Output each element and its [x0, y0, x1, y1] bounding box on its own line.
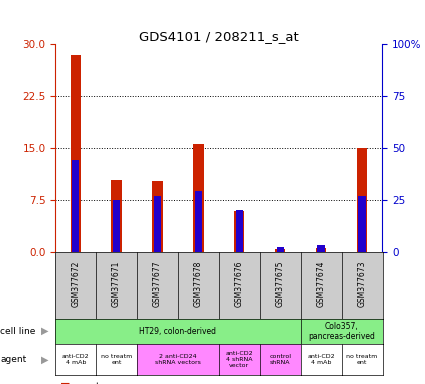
Text: no treatm
ent: no treatm ent: [346, 354, 378, 365]
Text: GSM377676: GSM377676: [235, 260, 244, 307]
Bar: [195, 191, 202, 252]
Text: cell line: cell line: [0, 327, 36, 336]
Text: GSM377678: GSM377678: [194, 261, 203, 307]
Text: Colo357,
pancreas-derived: Colo357, pancreas-derived: [308, 321, 375, 341]
Text: anti-CD2
4 mAb: anti-CD2 4 mAb: [307, 354, 335, 365]
Text: GSM377671: GSM377671: [112, 261, 121, 307]
Bar: [357, 148, 367, 252]
Text: HT29, colon-derived: HT29, colon-derived: [139, 327, 216, 336]
Bar: [234, 212, 244, 252]
Bar: [358, 195, 366, 252]
Text: agent: agent: [0, 355, 27, 364]
Title: GDS4101 / 208211_s_at: GDS4101 / 208211_s_at: [139, 30, 299, 43]
Text: no treatm
ent: no treatm ent: [101, 354, 132, 365]
Text: ▶: ▶: [41, 326, 49, 336]
Text: ▶: ▶: [41, 354, 49, 364]
Text: GSM377672: GSM377672: [71, 261, 80, 307]
Bar: [193, 144, 204, 252]
Bar: [154, 195, 161, 252]
Bar: [316, 248, 326, 252]
Text: ■: ■: [60, 382, 70, 384]
Bar: [277, 247, 284, 252]
Bar: [72, 160, 79, 252]
Bar: [111, 180, 122, 252]
Bar: [113, 200, 120, 252]
Text: anti-CD2
4 mAb: anti-CD2 4 mAb: [62, 354, 90, 365]
Bar: [275, 250, 285, 252]
Text: GSM377673: GSM377673: [357, 260, 366, 307]
Text: GSM377677: GSM377677: [153, 260, 162, 307]
Text: GSM377675: GSM377675: [276, 260, 285, 307]
Bar: [71, 55, 81, 252]
Bar: [317, 245, 325, 252]
Text: GSM377674: GSM377674: [317, 260, 326, 307]
Text: control
shRNA: control shRNA: [269, 354, 291, 365]
Text: count: count: [74, 382, 100, 384]
Bar: [153, 181, 163, 252]
Text: anti-CD2
4 shRNA
vector: anti-CD2 4 shRNA vector: [226, 351, 253, 368]
Text: 2 anti-CD24
shRNA vectors: 2 anti-CD24 shRNA vectors: [155, 354, 201, 365]
Bar: [235, 210, 243, 252]
